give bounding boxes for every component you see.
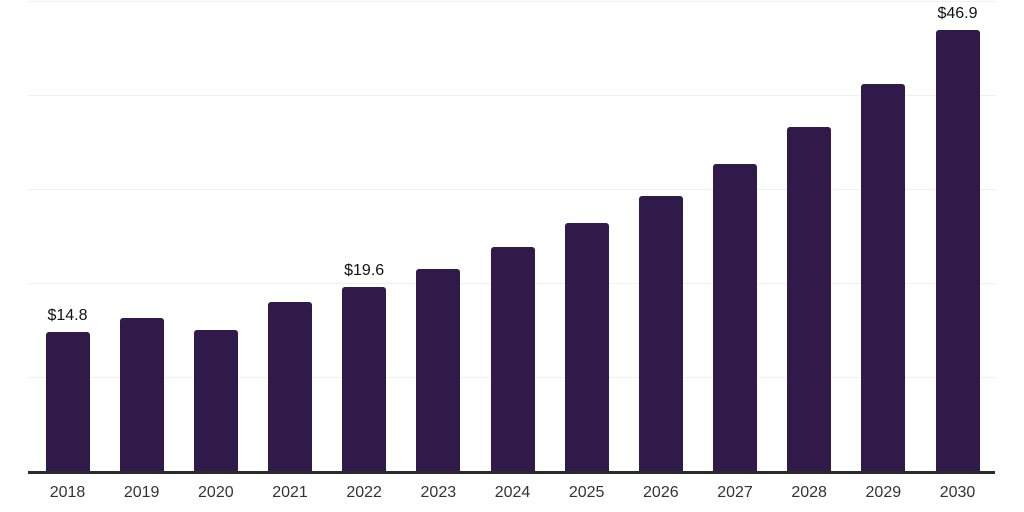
x-tick-label-2019: 2019: [123, 484, 160, 501]
x-tick-label-2028: 2028: [791, 484, 827, 501]
bar-2022: [342, 286, 387, 471]
bar-2020: [193, 330, 238, 471]
bar-2030: [935, 30, 980, 471]
gridline-40: [28, 95, 996, 96]
bar-2026: [638, 195, 683, 471]
x-tick-label-2030: 2030: [939, 484, 976, 501]
bar-2027: [713, 163, 757, 471]
bar-value-label-2018: $14.8: [47, 306, 88, 324]
x-tick-label-2029: 2029: [865, 484, 902, 501]
bar-value-label-2022: $19.6: [344, 261, 385, 279]
bar-2028: [787, 126, 832, 471]
x-tick-label-2023: 2023: [420, 484, 457, 501]
x-tick-label-2020: 2020: [198, 484, 234, 501]
x-axis-line: [28, 471, 995, 474]
x-tick-label-2024: 2024: [494, 484, 531, 501]
x-tick-label-2025: 2025: [568, 484, 605, 501]
gridline-50: [28, 1, 996, 2]
bar-value-label-2030: $46.9: [937, 5, 978, 23]
x-tick-label-2026: 2026: [643, 484, 679, 501]
x-tick-label-2021: 2021: [272, 484, 308, 501]
bar-2018: [45, 331, 90, 471]
x-tick-label-2018: 2018: [49, 484, 86, 501]
bar-2029: [861, 83, 906, 471]
bar-2019: [119, 317, 164, 471]
bar-2024: [490, 247, 535, 471]
x-tick-label-2022: 2022: [346, 484, 382, 501]
bar-2023: [416, 268, 461, 471]
bar-2025: [564, 222, 609, 471]
x-tick-label-2027: 2027: [717, 484, 753, 501]
gridline-30: [28, 189, 996, 190]
bar-2021: [268, 301, 312, 471]
